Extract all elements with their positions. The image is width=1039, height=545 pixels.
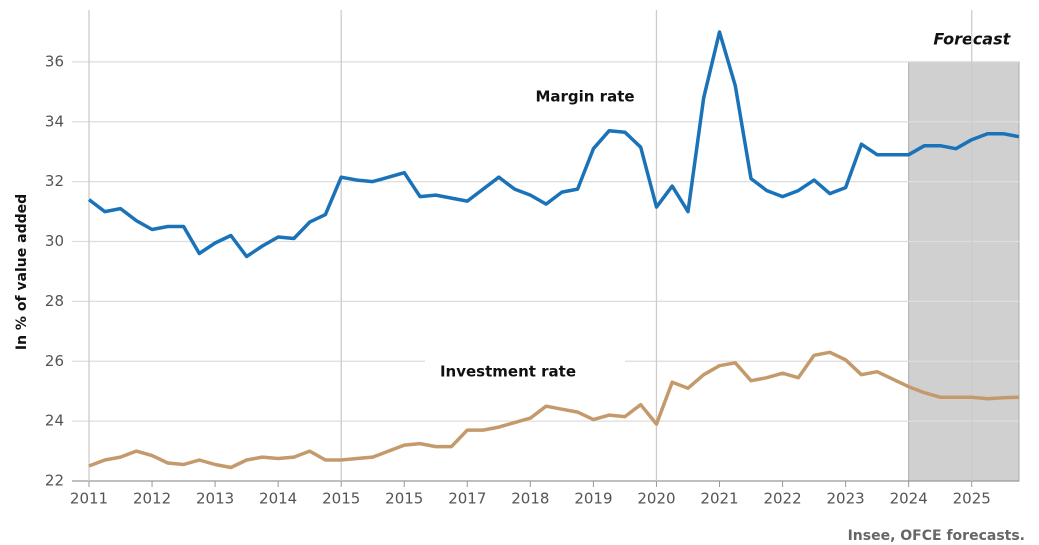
x-tick-label: 2015 — [385, 490, 423, 508]
y-tick-label: 24 — [45, 412, 64, 430]
series-line — [88, 350, 1020, 470]
x-tick-label: 2025 — [953, 490, 991, 508]
x-tick-label: 2011 — [70, 490, 108, 508]
y-tick-label: 22 — [45, 472, 64, 490]
series-label: Investment rate — [440, 363, 576, 381]
x-tick-label: 2017 — [448, 490, 486, 508]
x-tick-label: 2024 — [890, 490, 928, 508]
x-tick-label: 2019 — [574, 490, 612, 508]
y-tick-label: 34 — [45, 112, 64, 130]
series-line — [87, 30, 1020, 259]
x-tick-label: 2015 — [322, 490, 360, 508]
label-bg — [425, 360, 625, 385]
source: Insee, OFCE forecasts. — [848, 528, 1025, 544]
forecast-band — [908, 61, 1020, 482]
x-tick-label: 2021 — [700, 490, 738, 508]
x-tick-label: 2018 — [511, 490, 549, 508]
x-tick-label: 2012 — [133, 490, 171, 508]
y-tick-label: 32 — [45, 172, 64, 190]
x-tick-label: 2013 — [196, 490, 234, 508]
x-tick-label: 2022 — [763, 490, 801, 508]
x-tick-label: 2020 — [637, 490, 675, 508]
y-tick-label: 36 — [45, 52, 64, 70]
y-axis-label: In % of value added — [14, 194, 30, 350]
x-tick-label: 2023 — [827, 490, 865, 508]
y-tick-label: 28 — [45, 292, 64, 310]
x-tick-label: 2014 — [259, 490, 297, 508]
forecast-label: Forecast — [933, 30, 1011, 49]
y-tick-label: 26 — [45, 352, 64, 370]
series-label: Margin rate — [535, 88, 634, 106]
y-tick-label: 30 — [45, 232, 64, 250]
